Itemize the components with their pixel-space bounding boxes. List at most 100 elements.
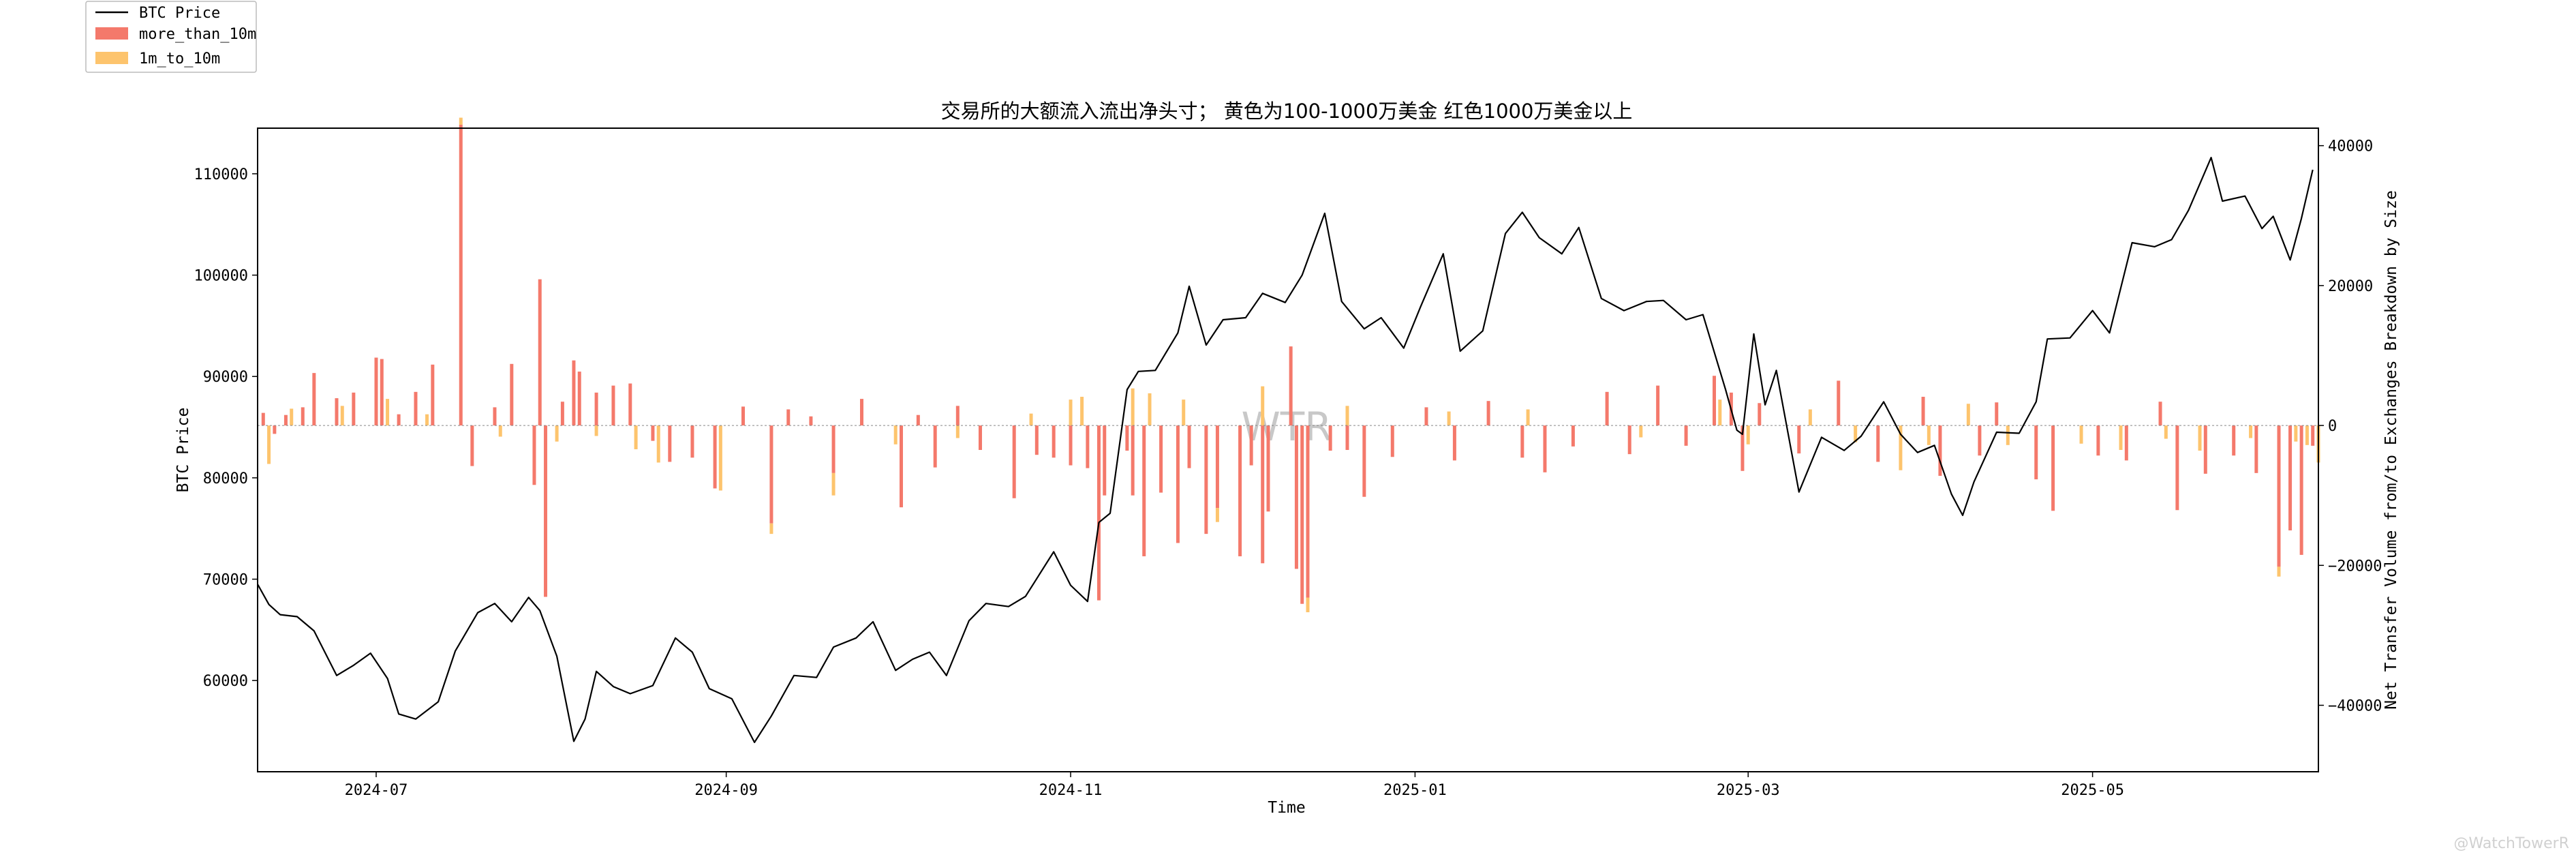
bar-1m-to-10m-44: [2305, 425, 2309, 445]
bar-more-than-10m-86: [1978, 425, 1982, 456]
bar-more-than-10m-79: [1741, 425, 1745, 471]
bar-more-than-10m-18: [544, 425, 548, 597]
bar-more-than-10m-57: [1261, 425, 1265, 564]
bar-more-than-10m-29: [741, 406, 746, 426]
legend-box: [85, 1, 257, 73]
bar-more-than-10m-48: [1131, 425, 1135, 496]
bar-1m-to-10m-31: [1808, 409, 1812, 426]
bar-more-than-10m-40: [1012, 425, 1016, 498]
bar-1m-to-10m-36: [2006, 425, 2010, 445]
bar-1m-to-10m-32: [1854, 425, 1858, 442]
bar-1m-to-10m-12: [769, 523, 773, 534]
bar-1m-to-10m-7: [555, 425, 559, 442]
bar-more-than-10m-54: [1215, 425, 1219, 509]
bar-more-than-10m-77: [1713, 376, 1717, 426]
y-right-tick-label-3: 20000: [2328, 278, 2373, 295]
bar-more-than-10m-68: [1452, 425, 1456, 461]
bar-more-than-10m-9: [397, 414, 401, 426]
bar-more-than-10m-85: [1938, 425, 1942, 476]
bar-1m-to-10m-40: [2198, 425, 2202, 451]
bar-more-than-10m-44: [1086, 425, 1090, 468]
bar-more-than-10m-95: [2232, 425, 2236, 456]
bar-1m-to-10m-18: [1080, 397, 1084, 426]
bar-more-than-10m-13: [470, 425, 474, 466]
bar-more-than-10m-94: [2203, 425, 2207, 474]
bar-more-than-10m-32: [809, 416, 813, 426]
bar-1m-to-10m-42: [2277, 567, 2281, 577]
bar-1m-to-10m-15: [955, 425, 960, 438]
y-right-tick-label-0: −40000: [2328, 698, 2382, 715]
btc-price-line: [257, 157, 2314, 744]
bar-1m-to-10m-1: [290, 408, 294, 426]
bar-1m-to-10m-2: [340, 406, 344, 426]
bar-more-than-10m-45: [1097, 425, 1101, 601]
bar-more-than-10m-65: [1362, 425, 1366, 497]
bar-1m-to-10m-8: [594, 425, 598, 436]
bar-1m-to-10m-22: [1215, 508, 1219, 522]
bar-more-than-10m-52: [1187, 425, 1191, 468]
plot-frame: [257, 127, 2319, 772]
bar-1m-to-10m-30: [1746, 425, 1750, 444]
bar-more-than-10m-64: [1345, 425, 1349, 450]
bar-more-than-10m-12: [459, 124, 463, 426]
bar-more-than-10m-56: [1249, 425, 1253, 466]
bar-more-than-10m-39: [978, 425, 982, 450]
x-tick-label-1: 2024-09: [694, 782, 758, 799]
bar-more-than-10m-46: [1103, 425, 1107, 496]
bar-more-than-10m-91: [2124, 425, 2128, 461]
chart-title: 交易所的大额流入流出净头寸； 黄色为100-1000万美金 红色1000万美金以…: [941, 100, 1633, 123]
bar-more-than-10m-75: [1656, 385, 1660, 426]
bar-more-than-10m-72: [1571, 425, 1575, 447]
y-axis-left-label: BTC Price: [174, 408, 192, 493]
bar-1m-to-10m-17: [1069, 400, 1073, 426]
x-tick-label-3: 2025-01: [1383, 782, 1447, 799]
y-left-tick-label-2: 80000: [203, 470, 248, 487]
bar-1m-to-10m-29: [1718, 400, 1722, 426]
y-right-tick-label-1: −20000: [2328, 558, 2382, 575]
bar-more-than-10m-98: [2288, 425, 2293, 530]
bar-1m-to-10m-26: [1447, 411, 1451, 426]
bar-more-than-10m-4: [312, 373, 316, 426]
bar-1m-to-10m-10: [656, 425, 660, 463]
bar-1m-to-10m-39: [2164, 425, 2168, 439]
bar-more-than-10m-20: [572, 360, 576, 426]
y-axis-left: 60000 70000 80000 90000 100000 110000: [194, 166, 258, 690]
x-tick-label-0: 2024-07: [345, 782, 408, 799]
x-axis: 2024-07 2024-09 2024-11 2025-01 2025-03 2025-…: [345, 772, 2124, 799]
bar-more-than-10m-63: [1328, 425, 1332, 451]
bar-more-than-10m-87: [1995, 402, 1999, 426]
bar-more-than-10m-27: [690, 425, 694, 458]
bar-1m-to-10m-28: [1639, 425, 1643, 438]
y-left-tick-label-0: 60000: [203, 673, 248, 690]
bar-1m-to-10m-33: [1899, 425, 1903, 470]
bar-more-than-10m-26: [668, 425, 672, 462]
bar-more-than-10m-88: [2034, 425, 2038, 480]
bar-more-than-10m-81: [1797, 425, 1801, 454]
bar-1m-to-10m-6: [498, 425, 502, 437]
bar-more-than-10m-16: [532, 425, 536, 485]
bar-more-than-10m-67: [1424, 407, 1428, 426]
y-right-tick-label-4: 40000: [2328, 138, 2373, 155]
bar-more-than-10m-19: [560, 402, 564, 426]
bar-more-than-10m-66: [1390, 425, 1394, 457]
bar-more-than-10m-84: [1921, 397, 1925, 426]
x-tick-label-4: 2025-03: [1717, 782, 1780, 799]
bar-more-than-10m-76: [1684, 425, 1688, 446]
bar-more-than-10m-100: [2311, 425, 2315, 446]
bar-more-than-10m-6: [352, 392, 356, 426]
bar-1m-to-10m-9: [634, 425, 638, 449]
legend-label-1m-to-10m: 1m_to_10m: [139, 50, 220, 67]
x-tick-label-2: 2024-11: [1039, 782, 1103, 799]
bar-more-than-10m-92: [2158, 402, 2162, 426]
bar-more-than-10m-24: [628, 383, 632, 426]
bar-more-than-10m-3: [301, 407, 305, 426]
x-axis-label: Time: [1268, 799, 1305, 817]
y-axis-right: −40000 −20000 0 20000 40000: [2318, 138, 2382, 715]
bar-more-than-10m-62: [1306, 425, 1310, 598]
bar-1m-to-10m-4: [425, 414, 429, 426]
bar-more-than-10m-36: [916, 415, 920, 426]
y-left-tick-label-4: 100000: [194, 268, 248, 285]
y-axis-right-label: Net Transfer Volume from/to Exchanges Br…: [2382, 190, 2400, 710]
y-left-tick-label-3: 90000: [203, 369, 248, 386]
bar-more-than-10m-33: [831, 425, 835, 473]
